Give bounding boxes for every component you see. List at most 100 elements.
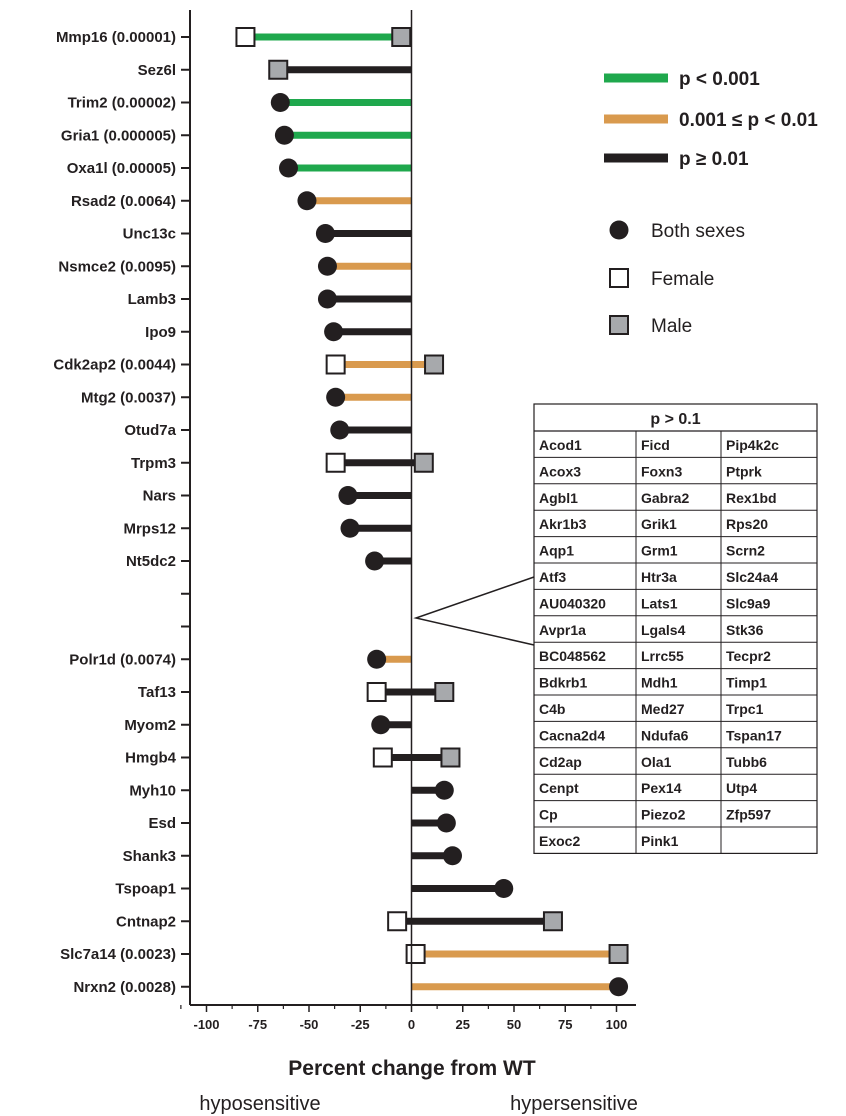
table-cell: C4b [539,701,565,717]
both-sexes-marker [326,387,346,407]
hypersensitive-label: hypersensitive [510,1093,638,1115]
male-marker [608,944,629,964]
male-marker [413,452,434,473]
table-cell: Grm1 [641,543,678,559]
both-sexes-marker [371,715,391,735]
legend-marker-label: Both sexes [651,221,745,242]
female-marker [325,354,346,375]
table-cell: BC048562 [539,648,606,664]
gene-label: Shank3 [123,848,176,865]
table-frame [533,403,818,854]
table-cell: Ficd [641,437,670,453]
table-cell: Timp1 [726,675,767,691]
gene-label: Hmgb4 [125,750,176,767]
gene-label: Nars [143,488,176,505]
table-cell: Akr1b3 [539,516,587,532]
x-axis: -100 -75 -50 -25 0 25 50 75 100 [180,10,636,1032]
gene-label: Unc13c [123,226,176,243]
both-sexes-marker [338,486,358,505]
both-sexes-marker [317,256,337,276]
table-cell: Foxn3 [641,463,682,479]
table-cell: Rex1bd [726,490,777,506]
both-sexes-marker [315,224,335,243]
legend-marker-label: Male [651,316,692,337]
table-cell: Slc24a4 [726,569,778,585]
male-marker [542,911,563,932]
gene-label: Rsad2 (0.0064) [71,193,176,210]
gene-layer: Mmp16 (0.00001) Sez6l Trim2 (0.00002) Gria1… [53,27,629,997]
gene-label: Nt5dc2 [126,553,176,570]
table-cell: Piezo2 [641,807,686,823]
table-cell: Acox3 [539,463,581,479]
x-tick-label: -100 [193,1017,219,1032]
table-cell: Lrrc55 [641,648,684,664]
gene-label: Trpm3 [131,455,176,472]
table-cell: Lgals4 [641,622,686,638]
both-sexes-marker [324,322,344,342]
insignificant-genes-table: p > 0.1 Acod1 Ficd Pip4k2c Acox3 Foxn3 Ptprk Ag… [413,403,818,854]
gene-label: Ipo9 [145,324,176,341]
both-sexes-marker [494,879,514,898]
table-cell: Acod1 [539,437,582,453]
table-cell: Tubb6 [726,754,767,770]
table-cell: Ndufa6 [641,727,689,743]
table-cell: Pex14 [641,780,682,796]
table-callout [413,576,535,646]
table-cell: Rps20 [726,516,768,532]
both-sexes-marker [609,220,629,240]
table-cell: Ptprk [726,463,762,479]
female-marker [325,452,346,473]
both-sexes-marker [443,846,462,866]
gene-label: Esd [148,815,176,832]
gene-label: Mtg2 (0.0037) [81,389,176,406]
table-cell: Avpr1a [539,622,586,638]
table-cell: Aqp1 [539,543,574,559]
table-cell: Lats1 [641,595,678,611]
gene-label: Trim2 (0.00002) [68,95,176,112]
table-cell: Htr3a [641,569,677,585]
gene-label: Sez6l [138,62,176,79]
gene-label: Gria1 (0.000005) [61,127,176,144]
table-cell: Stk36 [726,622,764,638]
gene-label: Lamb3 [128,291,176,308]
both-sexes-marker [270,93,290,112]
gene-label: Otud7a [124,422,176,439]
table-cell: Grik1 [641,516,677,532]
legend-line-label: p ≥ 0.01 [679,149,749,170]
table-cell: Atf3 [539,569,566,585]
gene-label: Nsmce2 (0.0095) [58,258,176,275]
legend-line-label: p < 0.001 [679,69,760,90]
table-cell: Zfp597 [726,807,771,823]
x-tick-label: -25 [351,1017,370,1032]
x-tick-label: 0 [408,1017,415,1032]
gene-label: Taf13 [138,684,176,701]
both-sexes-marker [274,125,294,145]
table-cell: Trpc1 [726,701,764,717]
gene-label: Cdk2ap2 (0.0044) [53,357,176,374]
table-cell: Slc9a9 [726,595,771,611]
table-cell: Cp [539,807,558,823]
table-cell: Mdh1 [641,675,678,691]
both-sexes-marker [340,518,360,538]
male-marker [609,315,629,335]
gene-label: Mmp16 (0.00001) [56,29,176,46]
x-axis-title: Percent change from WT [288,1057,536,1080]
gene-label: Mrps12 [123,520,176,537]
gene-label: Nrxn2 (0.0028) [73,979,176,996]
both-sexes-marker [609,977,629,997]
female-marker [372,747,393,768]
legend: p < 0.001 0.001 ≤ p < 0.01 p ≥ 0.01 Both se… [604,69,818,337]
table-cell: Gabra2 [641,490,689,506]
female-marker [366,682,387,702]
gene-label: Slc7a14 (0.0023) [60,946,176,963]
table-cell: Exoc2 [539,833,580,849]
table-cell: Scrn2 [726,543,765,559]
table-cell: Cacna2d4 [539,727,605,743]
legend-line-label: 0.001 ≤ p < 0.01 [679,110,818,131]
male-marker [424,354,445,375]
gene-label: Oxa1l (0.00005) [67,160,176,177]
table-cell: Med27 [641,701,685,717]
both-sexes-marker [367,649,387,669]
female-marker [609,268,629,288]
